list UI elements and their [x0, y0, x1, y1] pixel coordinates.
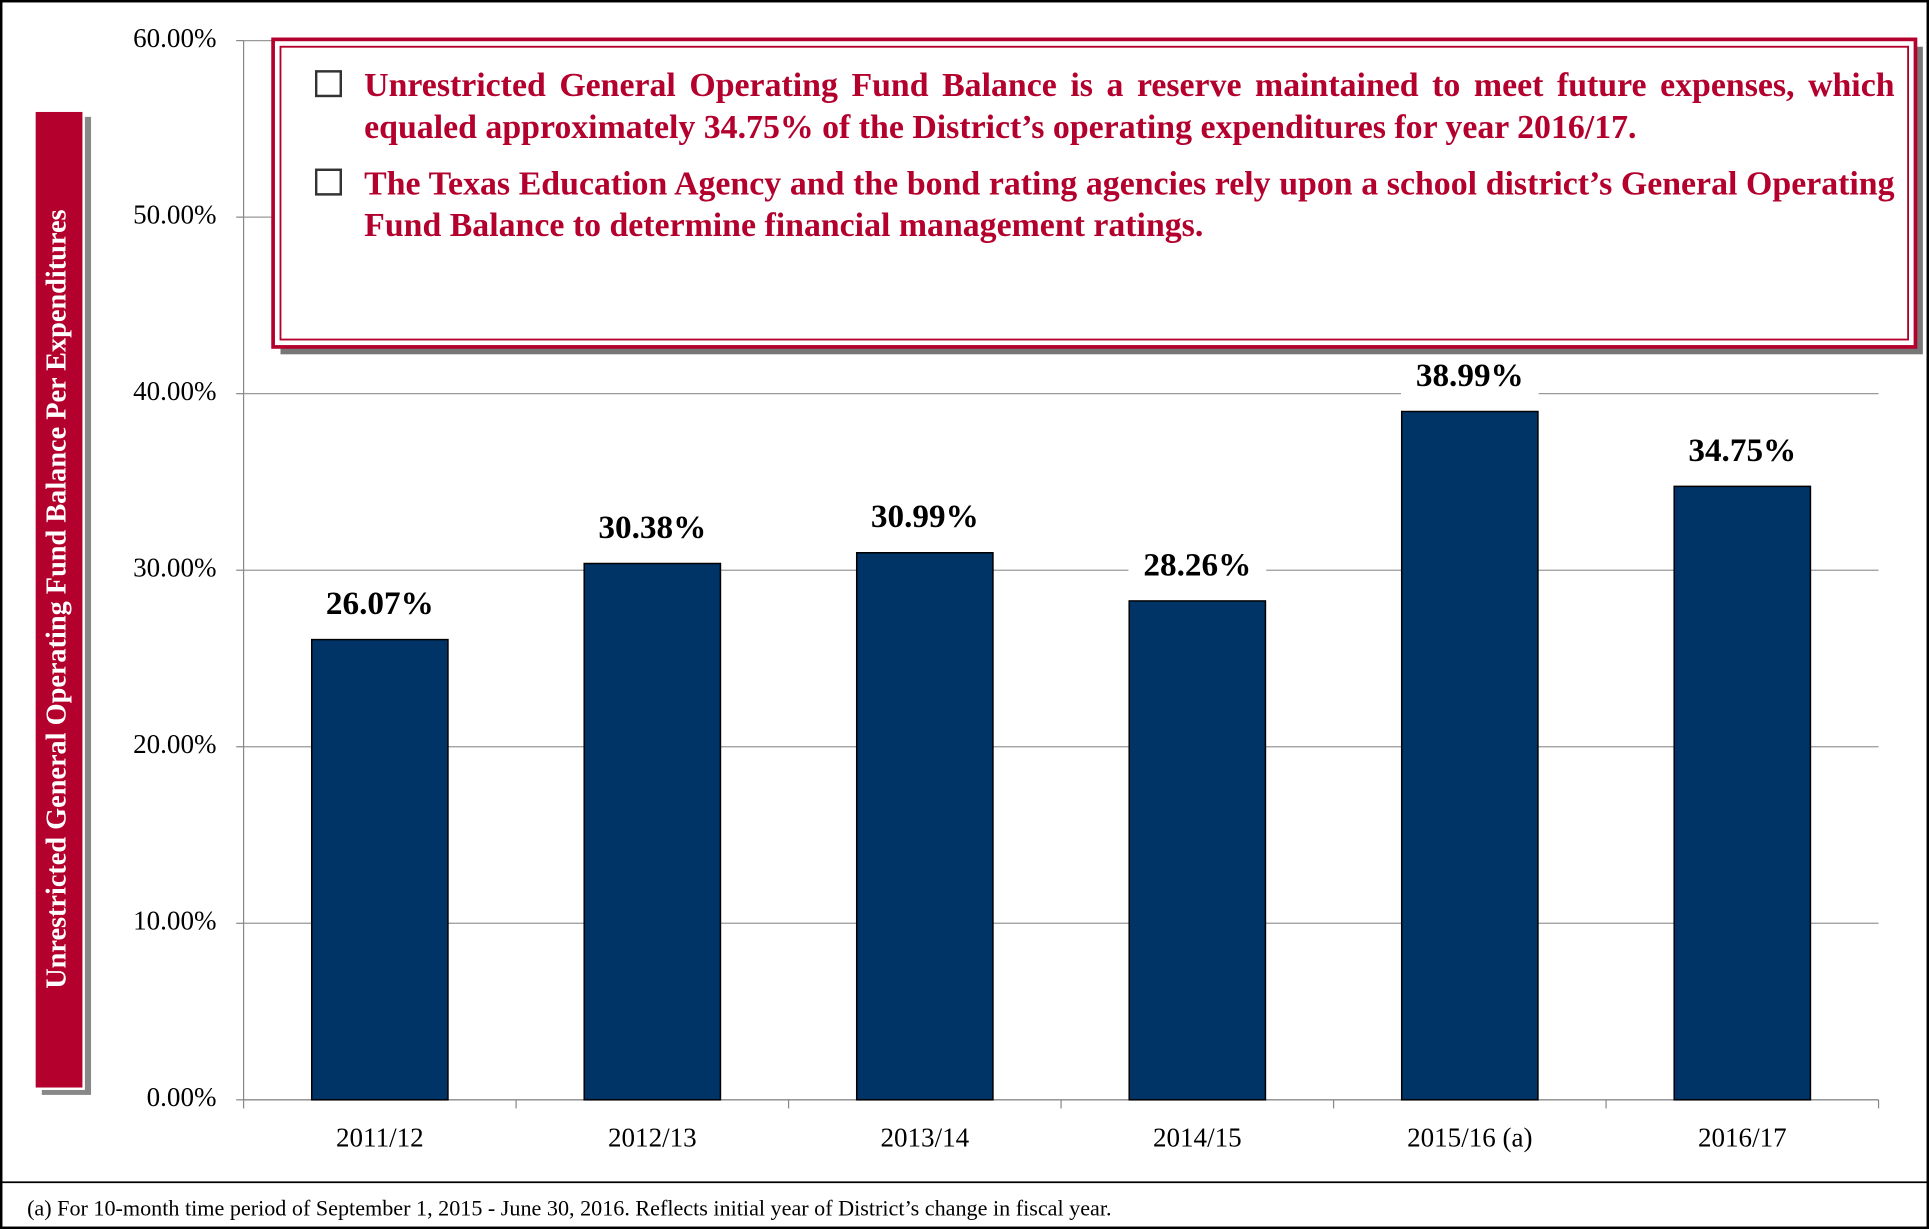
- value-label: 30.99%: [871, 498, 979, 535]
- bar: [855, 551, 994, 1101]
- callout-bg: [271, 37, 1918, 349]
- y-label-box: Unrestricted General Operating Fund Bala…: [33, 109, 92, 1095]
- bar: [310, 638, 449, 1101]
- bar: [1128, 600, 1267, 1101]
- value-label: 28.26%: [1143, 546, 1251, 583]
- x-tick-label: 2011/12: [336, 1123, 424, 1153]
- value-label-bg: [1128, 546, 1267, 589]
- value-label-bg: [855, 498, 994, 541]
- x-tick-label: 2014/15: [1153, 1123, 1242, 1153]
- value-label: 26.07%: [326, 585, 434, 622]
- y-axis-label: Unrestricted General Operating Fund Bala…: [42, 209, 73, 988]
- x-tick-label: 2015/16 (a): [1407, 1123, 1532, 1153]
- bullet: [314, 70, 343, 98]
- value-label: 30.38%: [598, 509, 706, 546]
- y-tick-label: 30.00%: [133, 552, 216, 582]
- callout: Unrestricted General Operating Fund Bala…: [271, 37, 1923, 355]
- value-label-bg: [310, 585, 449, 628]
- y-tick-label: 60.00%: [133, 23, 216, 53]
- y-tick-label: 0.00%: [147, 1082, 217, 1112]
- footnote: (a) For 10-month time period of Septembe…: [27, 1196, 1111, 1221]
- value-label-bg: [583, 509, 722, 552]
- bar: [583, 562, 722, 1101]
- bar: [1673, 485, 1812, 1101]
- annotation-item: Unrestricted General Operating Fund Bala…: [314, 64, 1895, 148]
- y-tick-label: 10.00%: [133, 905, 216, 935]
- value-label: 34.75%: [1688, 432, 1796, 469]
- value-label: 38.99%: [1416, 357, 1524, 394]
- callout-inner-border: [279, 45, 1910, 341]
- callout-text: Unrestricted General Operating Fund Bala…: [314, 64, 1895, 246]
- y-tick-label: 40.00%: [133, 376, 216, 406]
- y-tick-label: 50.00%: [133, 199, 216, 229]
- annotation: The Texas Education Agency and the bond …: [364, 163, 1895, 244]
- y-tick-label: 20.00%: [133, 729, 216, 759]
- y-label-bg: [33, 109, 85, 1090]
- x-tick-label: 2016/17: [1698, 1123, 1787, 1153]
- value-label-bg: [1400, 357, 1539, 400]
- annotation: Unrestricted General Operating Fund Bala…: [364, 65, 1895, 146]
- bullet: [314, 168, 343, 196]
- x-tick-label: 2013/14: [880, 1123, 969, 1153]
- value-label-bg: [1673, 432, 1812, 475]
- annotation-item: The Texas Education Agency and the bond …: [314, 162, 1895, 246]
- x-tick-label: 2012/13: [608, 1123, 697, 1153]
- notes: Unrestricted General Operating Fund Bala…: [314, 64, 1895, 246]
- bar: [1400, 410, 1539, 1101]
